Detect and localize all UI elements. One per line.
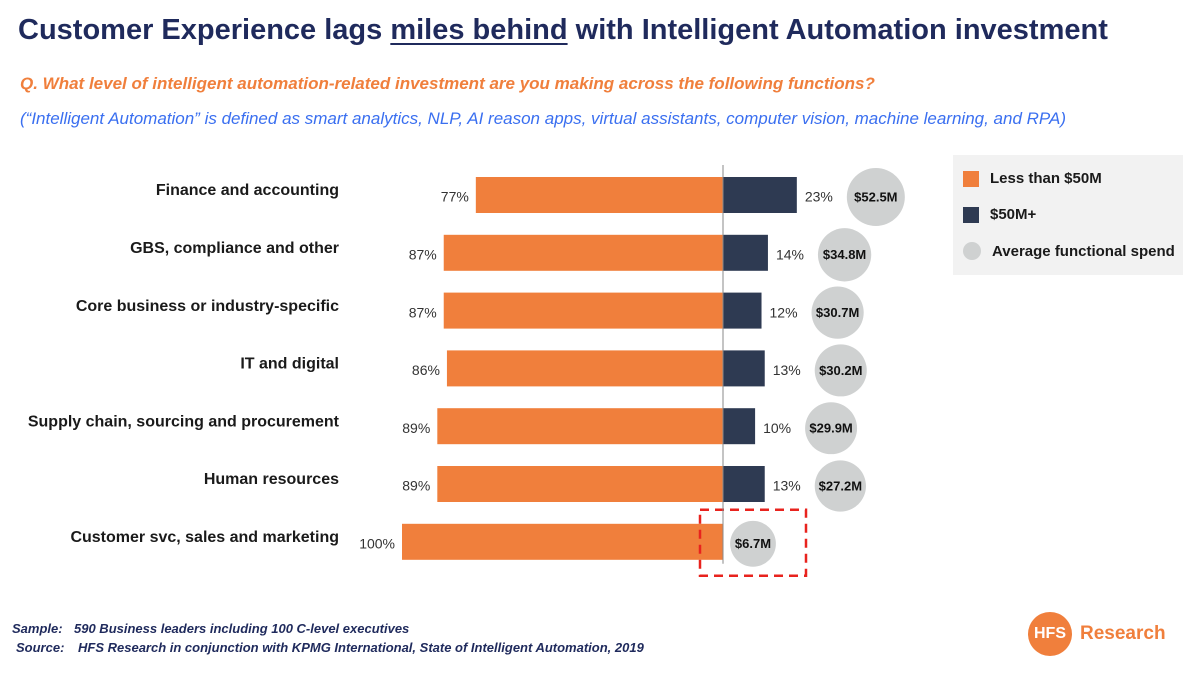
data-label-more: 23%	[805, 189, 833, 205]
average-spend-label: $27.2M	[819, 478, 862, 493]
category-label: Finance and accounting	[156, 182, 339, 199]
page-title: Customer Experience lags miles behind wi…	[18, 14, 1108, 47]
highlight-box	[698, 508, 808, 578]
data-label-less: 100%	[359, 536, 395, 552]
average-spend-label: $6.7M	[735, 536, 771, 551]
chart-legend: Less than $50M $50M+ Average functional …	[953, 155, 1183, 275]
legend-swatch-more	[963, 206, 979, 223]
sample-text: 590 Business leaders including 100 C-lev…	[74, 621, 410, 636]
average-spend-label: $30.2M	[819, 363, 862, 378]
average-spend-circle	[814, 460, 866, 512]
category-label: GBS, compliance and other	[130, 240, 339, 257]
survey-question: Q. What level of intelligent automation-…	[20, 74, 875, 93]
data-label-less: 86%	[412, 362, 440, 378]
sample-key: Sample:	[12, 621, 63, 636]
hfs-logo: HFS Research	[1028, 612, 1166, 656]
source-key: Source:	[16, 640, 65, 655]
legend-circle-avg	[963, 242, 981, 260]
bar-50m-plus	[723, 466, 765, 502]
legend-item-avg: Average functional spend	[963, 242, 1175, 260]
average-spend-circle	[814, 344, 867, 397]
legend-swatch-less	[963, 170, 979, 187]
data-label-less: 87%	[409, 247, 437, 263]
data-label-more: 13%	[773, 362, 801, 378]
average-spend-label: $30.7M	[816, 305, 859, 320]
category-label: Customer svc, sales and marketing	[70, 529, 339, 546]
bar-less-than-50m	[446, 350, 723, 387]
source-text: HFS Research in conjunction with KPMG In…	[78, 640, 644, 655]
title-suffix: with Intelligent Automation investment	[567, 14, 1108, 46]
bar-50m-plus	[723, 292, 762, 329]
average-spend-circle	[730, 520, 776, 567]
legend-label-more: $50M+	[990, 206, 1037, 223]
average-spend-label: $34.8M	[823, 247, 866, 262]
category-label: Core business or industry-specific	[76, 298, 339, 315]
bar-50m-plus	[723, 177, 797, 213]
bar-less-than-50m	[475, 177, 723, 213]
average-spend-label: $52.5M	[854, 189, 897, 204]
data-label-less: 87%	[409, 304, 437, 320]
bar-less-than-50m	[437, 408, 723, 445]
bar-50m-plus	[723, 350, 765, 387]
average-spend-circle	[805, 402, 858, 455]
data-label-more: 13%	[773, 478, 801, 494]
sample-note: Sample: 590 Business leaders including 10…	[12, 621, 409, 636]
average-spend-label: $29.9M	[809, 421, 852, 436]
title-emphasis: miles behind	[390, 14, 568, 46]
definition-note: (“Intelligent Automation” is defined as …	[20, 109, 1066, 128]
data-label-less: 77%	[441, 189, 469, 205]
category-label: Human resources	[204, 471, 339, 488]
bar-50m-plus	[723, 234, 768, 271]
category-label: Supply chain, sourcing and procurement	[28, 413, 340, 430]
bar-50m-plus	[723, 408, 756, 445]
data-label-more: 10%	[763, 420, 791, 436]
data-label-more: 14%	[776, 247, 804, 263]
data-label-less: 89%	[402, 420, 430, 436]
average-spend-circle	[811, 286, 864, 339]
logo-word: Research	[1080, 623, 1166, 644]
bar-less-than-50m	[443, 234, 723, 271]
legend-item-more: $50M+	[963, 206, 1036, 223]
data-label-less: 89%	[402, 478, 430, 494]
data-label-more: 12%	[770, 304, 798, 320]
source-note: Source: HFS Research in conjunction with …	[16, 640, 644, 655]
bar-less-than-50m	[402, 523, 723, 560]
bar-less-than-50m	[437, 466, 723, 502]
logo-badge: HFS	[1028, 612, 1072, 656]
title-prefix: Customer Experience lags	[18, 14, 391, 46]
category-label: IT and digital	[240, 356, 339, 373]
average-spend-circle	[817, 228, 872, 282]
average-spend-circle	[846, 168, 905, 226]
legend-label-less: Less than $50M	[990, 170, 1102, 187]
legend-label-avg: Average functional spend	[992, 242, 1175, 260]
bar-less-than-50m	[443, 292, 723, 329]
legend-item-less: Less than $50M	[963, 170, 1102, 187]
